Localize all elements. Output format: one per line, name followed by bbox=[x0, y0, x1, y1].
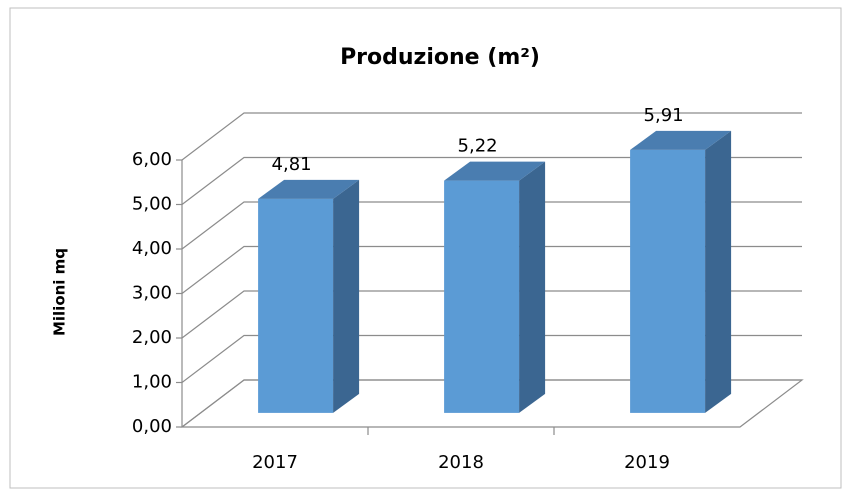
y-tick-label: 3,00 bbox=[132, 283, 172, 304]
y-tick-label: 1,00 bbox=[132, 372, 172, 393]
bar-front bbox=[444, 180, 520, 413]
y-tick-label: 2,00 bbox=[132, 327, 172, 348]
x-tick-label: 2018 bbox=[438, 452, 484, 473]
value-label: 4,81 bbox=[272, 154, 312, 175]
grid-line bbox=[181, 290, 802, 339]
y-tick-label: 5,00 bbox=[132, 194, 172, 215]
grid-line bbox=[181, 379, 802, 428]
bar-top bbox=[444, 161, 546, 181]
bar-top bbox=[630, 130, 732, 150]
x-tick-label: 2017 bbox=[252, 452, 298, 473]
value-label: 5,22 bbox=[458, 136, 498, 157]
chart-title: Produzione (m²) bbox=[340, 45, 540, 70]
grid-line bbox=[181, 112, 802, 161]
y-tick-label: 4,00 bbox=[132, 238, 172, 259]
x-tick-label: 2019 bbox=[624, 452, 670, 473]
value-label: 5,91 bbox=[644, 105, 684, 126]
y-tick-label: 6,00 bbox=[132, 149, 172, 170]
bar-top bbox=[258, 179, 360, 199]
bar-front bbox=[630, 149, 706, 413]
grid-line bbox=[181, 156, 802, 205]
bar-side bbox=[519, 161, 546, 413]
bar-side bbox=[705, 130, 732, 413]
grid-line bbox=[181, 201, 802, 250]
y-tick-label: 0,00 bbox=[132, 416, 172, 437]
grid-line bbox=[181, 245, 802, 294]
y-axis-label: Milioni mq bbox=[51, 248, 69, 336]
bar-side bbox=[333, 179, 360, 413]
bar-front bbox=[258, 198, 334, 413]
grid-line bbox=[181, 334, 802, 383]
